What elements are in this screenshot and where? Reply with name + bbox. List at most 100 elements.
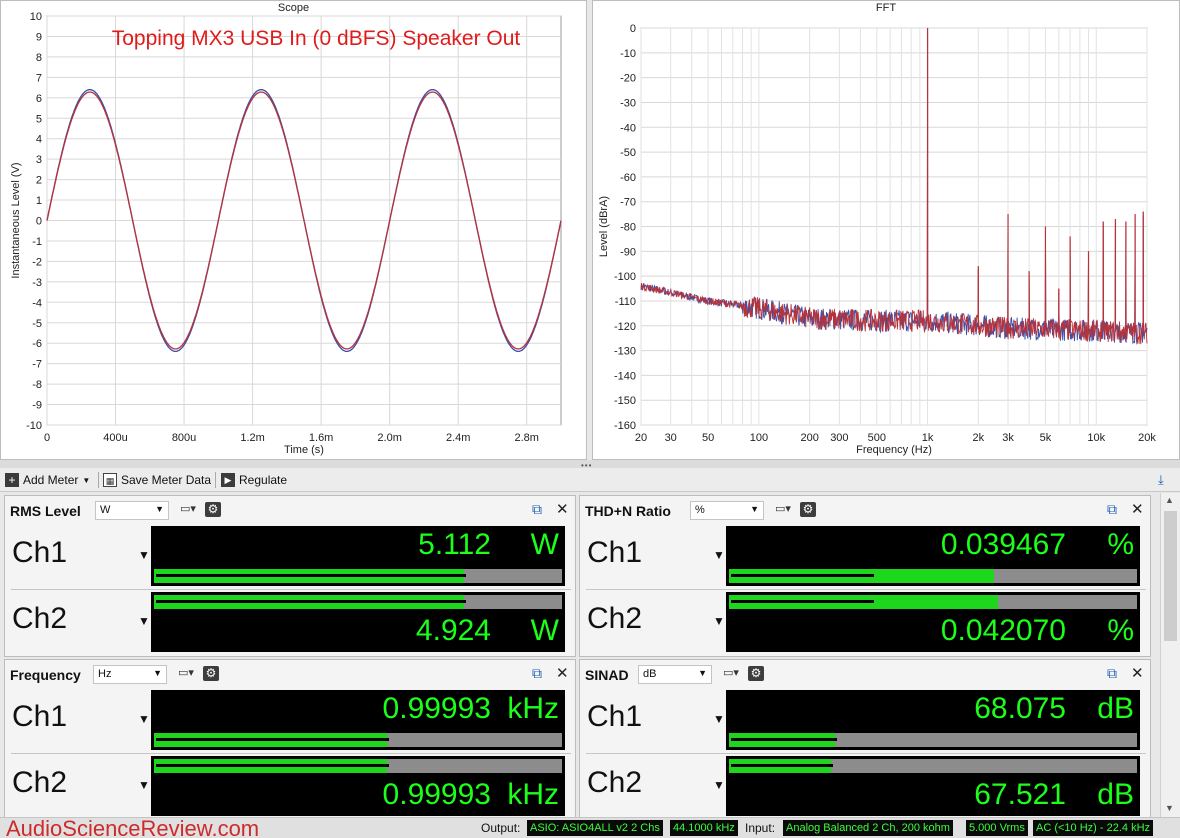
readout-unit: W xyxy=(530,528,559,561)
scroll-thumb[interactable] xyxy=(1164,511,1177,641)
meter-readout: 0.99993 kHz xyxy=(151,776,565,816)
chevron-down-icon: ▼ xyxy=(153,668,162,678)
fft-y-tick: -40 xyxy=(620,122,636,134)
meters-area: RMS Level W ▼ ▭▾ ⚙ ⧉ ✕ Ch1 ▼ 5.112 W Ch2 ▼ 4.924 W THD+… xyxy=(0,493,1160,821)
channel-dropdown-icon[interactable]: ▼ xyxy=(138,614,150,628)
readout-unit: % xyxy=(1107,528,1134,561)
channel-label: Ch2 xyxy=(587,602,643,635)
close-icon[interactable]: ✕ xyxy=(556,665,569,682)
readout-unit: dB xyxy=(1097,692,1134,725)
meters-scrollbar[interactable]: ▲ ▼ xyxy=(1160,493,1180,817)
level-bar-track xyxy=(154,733,562,747)
download-icon[interactable]: ⤓ xyxy=(1158,472,1164,487)
output-label: Output: xyxy=(481,821,521,835)
scope-y-tick: 8 xyxy=(36,52,42,64)
close-icon[interactable]: ✕ xyxy=(1131,665,1144,682)
channel-dropdown-icon[interactable]: ▼ xyxy=(138,712,150,726)
scope-y-tick: -4 xyxy=(32,297,42,309)
scope-y-tick: -9 xyxy=(32,400,42,412)
channel-label: Ch1 xyxy=(587,536,643,569)
readout-value: 4.924 xyxy=(415,614,491,647)
readout-unit: dB xyxy=(1097,778,1134,811)
save-meter-data-button[interactable]: ▦ Save Meter Data xyxy=(103,471,211,489)
input-device[interactable]: Analog Balanced 2 Ch, 200 kohm xyxy=(783,820,953,836)
level-bar-mark xyxy=(731,600,874,603)
fft-x-tick: 100 xyxy=(750,432,768,444)
add-meter-button[interactable]: + Add Meter ▼ xyxy=(5,471,90,489)
channel-label: Ch1 xyxy=(12,536,68,569)
channel-dropdown-icon[interactable]: ▼ xyxy=(138,548,150,562)
scope-y-tick: 4 xyxy=(36,134,42,146)
meter-header: SINAD dB ▼ ▭▾ ⚙ ⧉ ✕ xyxy=(580,660,1150,688)
channel-dropdown-icon[interactable]: ▼ xyxy=(713,712,725,726)
pop-out-icon[interactable]: ⧉ xyxy=(532,501,542,517)
fft-y-tick: 0 xyxy=(630,23,636,35)
meter-header: THD+N Ratio% ▼ ▭▾ ⚙ ⧉ ✕ xyxy=(580,496,1150,524)
scroll-down-icon[interactable]: ▼ xyxy=(1165,803,1174,813)
unit-select[interactable]: dB ▼ xyxy=(638,665,712,684)
scope-y-tick: -6 xyxy=(32,338,42,350)
readout-unit: kHz xyxy=(507,692,559,725)
input-range[interactable]: 5.000 Vrms xyxy=(966,820,1028,836)
readout-value: 0.039467 xyxy=(940,528,1066,561)
level-bar xyxy=(151,566,565,586)
output-device[interactable]: ASIO: ASIO4ALL v2 2 Chs xyxy=(527,820,663,836)
fft-x-tick: 200 xyxy=(800,432,818,444)
pop-out-icon[interactable]: ⧉ xyxy=(532,665,542,681)
regulate-button[interactable]: ▶ Regulate xyxy=(221,471,287,489)
level-bar-mark xyxy=(156,764,389,767)
channel-dropdown-icon[interactable]: ▼ xyxy=(713,614,725,628)
gear-icon[interactable]: ⚙ xyxy=(748,666,764,681)
channel-dropdown-icon[interactable]: ▼ xyxy=(713,548,725,562)
close-icon[interactable]: ✕ xyxy=(1131,501,1144,518)
meter-readout: 0.99993 kHz xyxy=(151,690,565,730)
scroll-up-icon[interactable]: ▲ xyxy=(1165,495,1174,505)
pop-out-icon[interactable]: ⧉ xyxy=(1107,665,1117,681)
unit-select[interactable]: Hz ▼ xyxy=(93,665,167,684)
meter-frequency: Frequency Hz ▼ ▭▾ ⚙ ⧉ ✕ Ch1 ▼ 0.99993 kHz Ch2 ▼ 0.999… xyxy=(4,659,576,821)
gear-icon[interactable]: ⚙ xyxy=(203,666,219,681)
watermark: AudioScienceReview.com xyxy=(6,816,260,838)
meter-options-icon[interactable]: ▭▾ xyxy=(775,503,791,515)
scope-y-tick: 2 xyxy=(36,175,42,187)
meter-options-icon[interactable]: ▭▾ xyxy=(178,667,194,679)
fft-x-tick: 500 xyxy=(868,432,886,444)
unit-select-value: dB xyxy=(643,668,657,680)
scope-title: Scope xyxy=(277,2,310,14)
panel-splitter[interactable]: ••• xyxy=(0,460,1180,470)
channel-divider xyxy=(586,753,1146,754)
output-rate[interactable]: 44.1000 kHz xyxy=(670,820,738,836)
gear-icon[interactable]: ⚙ xyxy=(800,502,816,517)
meter-options-icon[interactable]: ▭▾ xyxy=(180,503,196,515)
scope-x-tick: 0 xyxy=(44,432,50,444)
meter-header: Frequency Hz ▼ ▭▾ ⚙ ⧉ ✕ xyxy=(5,660,575,688)
fft-y-tick: -70 xyxy=(620,197,636,209)
unit-select[interactable]: W ▼ xyxy=(95,501,169,520)
pop-out-icon[interactable]: ⧉ xyxy=(1107,501,1117,517)
channel-dropdown-icon[interactable]: ▼ xyxy=(138,778,150,792)
scope-y-tick: -8 xyxy=(32,379,42,391)
fft-x-tick: 300 xyxy=(830,432,848,444)
channel-dropdown-icon[interactable]: ▼ xyxy=(713,778,725,792)
close-icon[interactable]: ✕ xyxy=(556,501,569,518)
fft-y-tick: -10 xyxy=(620,48,636,60)
meter-readout: 68.075 dB xyxy=(726,690,1140,730)
scope-y-tick: -5 xyxy=(32,318,42,330)
level-bar-track xyxy=(154,569,562,583)
meter-title: RMS Level xyxy=(10,503,81,519)
fft-chart[interactable]: 0 -10 -20 -30 -40 -50 -60 -70 -80 -90 -100 -110 -120… xyxy=(593,1,1179,459)
level-bar-mark xyxy=(731,574,874,577)
fft-x-tick: 10k xyxy=(1087,432,1105,444)
splitter-grip-icon[interactable]: ••• xyxy=(581,461,593,470)
chevron-down-icon: ▼ xyxy=(82,475,91,485)
unit-select[interactable]: % ▼ xyxy=(690,501,764,520)
input-coupling[interactable]: AC (<10 Hz) - 22.4 kHz xyxy=(1033,820,1154,836)
level-bar xyxy=(151,592,565,612)
readout-unit: % xyxy=(1107,614,1134,647)
fft-y-tick: -110 xyxy=(615,296,636,308)
gear-icon[interactable]: ⚙ xyxy=(205,502,221,517)
fft-y-tick: -60 xyxy=(620,172,636,184)
meter-options-icon[interactable]: ▭▾ xyxy=(723,667,739,679)
level-bar-track xyxy=(729,595,1137,609)
